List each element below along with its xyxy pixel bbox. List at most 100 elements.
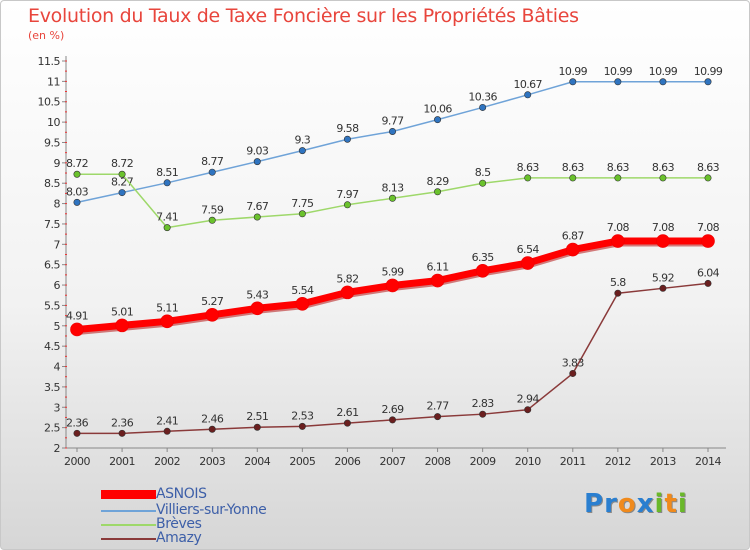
data-point-amazy xyxy=(614,289,622,297)
data-label-asnois: 6.54 xyxy=(517,243,540,256)
data-label-amazy: 2.53 xyxy=(291,409,314,422)
data-label-breves: 8.13 xyxy=(381,181,404,194)
data-label-breves: 8.63 xyxy=(517,161,540,174)
data-label-asnois: 5.27 xyxy=(201,295,224,308)
data-point-breves xyxy=(73,170,81,178)
chart-title: Evolution du Taux de Taxe Foncière sur l… xyxy=(28,5,579,27)
data-point-asnois xyxy=(70,322,84,337)
x-tick-label: 2003 xyxy=(199,455,225,468)
x-tick-label: 2009 xyxy=(470,455,496,468)
logo-letter: t xyxy=(664,489,678,519)
data-point-villiers-sur-yonne xyxy=(253,158,261,166)
y-tick-label: 10.5 xyxy=(38,96,61,109)
data-label-breves: 7.75 xyxy=(291,197,314,210)
data-point-villiers-sur-yonne xyxy=(704,78,712,86)
data-label-amazy: 2.94 xyxy=(517,393,540,406)
y-tick-label: 9.5 xyxy=(44,136,60,149)
data-label-villiers-sur-yonne: 9.03 xyxy=(246,145,269,158)
legend-swatch-villiers-sur-yonne xyxy=(101,510,156,512)
data-point-villiers-sur-yonne xyxy=(298,147,306,155)
y-tick-label: 3 xyxy=(54,401,61,414)
data-label-asnois: 7.08 xyxy=(652,221,675,234)
x-tick-label: 2007 xyxy=(380,455,406,468)
data-point-amazy xyxy=(434,413,442,421)
data-point-breves xyxy=(298,210,306,218)
data-point-asnois xyxy=(115,318,129,333)
data-label-villiers-sur-yonne: 9.77 xyxy=(381,114,404,127)
y-tick-label: 6.5 xyxy=(44,259,60,272)
data-label-breves: 8.63 xyxy=(562,161,585,174)
data-label-villiers-sur-yonne: 10.99 xyxy=(694,65,723,78)
x-tick-label: 2006 xyxy=(334,455,360,468)
data-point-villiers-sur-yonne xyxy=(73,198,81,206)
y-tick-label: 11 xyxy=(47,75,60,88)
data-point-asnois xyxy=(205,307,220,322)
data-point-amazy xyxy=(524,406,532,414)
data-label-villiers-sur-yonne: 8.51 xyxy=(156,166,178,179)
logo-letter: P xyxy=(584,489,605,519)
data-label-amazy: 2.46 xyxy=(201,412,224,425)
data-label-amazy: 2.41 xyxy=(156,414,178,427)
data-label-villiers-sur-yonne: 8.27 xyxy=(111,176,134,189)
data-point-breves xyxy=(208,216,216,224)
y-tick-label: 5 xyxy=(54,320,61,333)
data-point-villiers-sur-yonne xyxy=(343,135,351,143)
data-label-amazy: 3.83 xyxy=(562,356,585,369)
data-point-amazy xyxy=(73,429,81,437)
x-tick-label: 2012 xyxy=(605,455,631,468)
data-point-amazy xyxy=(253,423,261,431)
data-label-villiers-sur-yonne: 8.77 xyxy=(201,155,224,168)
data-label-breves: 8.63 xyxy=(652,161,675,174)
data-point-villiers-sur-yonne xyxy=(388,127,396,135)
data-label-amazy: 2.69 xyxy=(381,403,404,416)
logo-letter: i xyxy=(677,489,688,519)
data-label-breves: 7.59 xyxy=(201,203,224,216)
y-tick-label: 2 xyxy=(54,442,61,455)
y-tick-label: 4.5 xyxy=(44,340,60,353)
logo-letter: x xyxy=(636,489,655,519)
data-point-asnois xyxy=(611,234,625,248)
y-tick-label: 6 xyxy=(54,279,61,292)
data-point-asnois xyxy=(565,242,580,257)
y-tick-label: 4 xyxy=(54,361,61,374)
data-label-asnois: 7.08 xyxy=(607,221,630,234)
y-tick-label: 3.5 xyxy=(44,381,60,394)
data-point-amazy xyxy=(208,425,216,433)
data-point-breves xyxy=(388,194,396,202)
data-label-villiers-sur-yonne: 9.58 xyxy=(336,122,359,135)
data-label-villiers-sur-yonne: 10.99 xyxy=(559,65,588,78)
data-point-breves xyxy=(163,224,171,232)
data-point-villiers-sur-yonne xyxy=(659,78,667,86)
data-label-asnois: 5.11 xyxy=(156,301,178,314)
data-label-amazy: 2.36 xyxy=(111,416,134,429)
data-point-villiers-sur-yonne xyxy=(569,78,577,86)
data-point-asnois xyxy=(475,263,490,278)
y-tick-label: 11.5 xyxy=(38,55,61,68)
data-point-breves xyxy=(118,170,126,178)
data-point-amazy xyxy=(298,422,306,430)
x-tick-label: 2005 xyxy=(289,455,315,468)
data-point-breves xyxy=(434,188,442,196)
data-point-breves xyxy=(659,174,667,182)
x-tick-label: 2011 xyxy=(560,455,586,468)
legend-label-breves: Brèves xyxy=(156,516,202,532)
data-point-amazy xyxy=(479,410,487,418)
data-point-villiers-sur-yonne xyxy=(434,116,442,124)
data-label-villiers-sur-yonne: 10.06 xyxy=(423,103,452,116)
data-label-villiers-sur-yonne: 10.99 xyxy=(649,65,678,78)
data-label-villiers-sur-yonne: 10.67 xyxy=(513,78,542,91)
data-point-amazy xyxy=(569,369,577,377)
data-label-asnois: 4.91 xyxy=(66,309,88,322)
data-label-villiers-sur-yonne: 10.36 xyxy=(468,90,497,103)
data-point-asnois xyxy=(340,285,355,300)
legend-swatch-amazy xyxy=(101,538,156,540)
y-tick-label: 8 xyxy=(54,198,61,211)
data-label-villiers-sur-yonne: 9.3 xyxy=(295,134,311,147)
data-label-breves: 8.72 xyxy=(66,157,88,170)
data-label-asnois: 5.43 xyxy=(246,288,269,301)
data-point-amazy xyxy=(343,419,351,427)
data-point-asnois xyxy=(160,314,174,329)
data-label-asnois: 5.54 xyxy=(291,284,314,297)
data-point-breves xyxy=(343,201,351,209)
